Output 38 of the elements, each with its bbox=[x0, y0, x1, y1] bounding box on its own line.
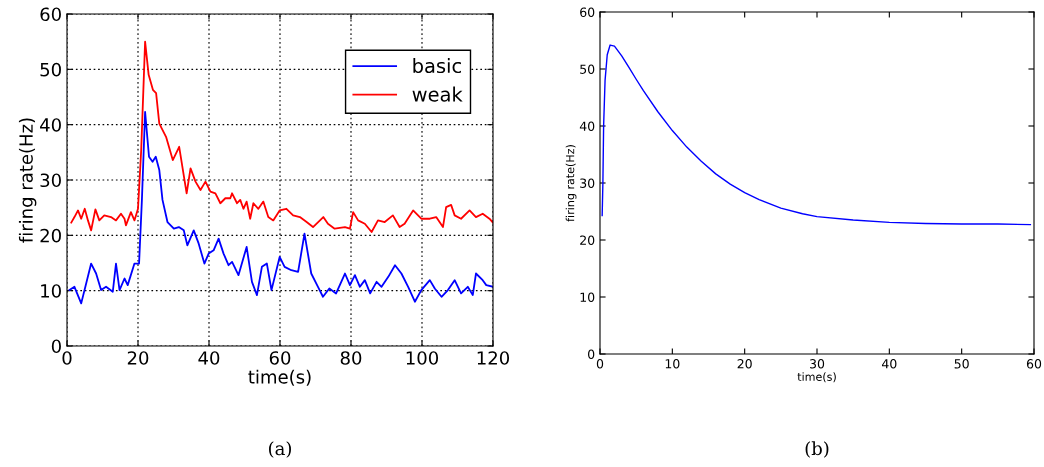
line-series bbox=[70, 40, 493, 233]
x-tick-label: 0 bbox=[596, 359, 604, 369]
y-tick-label: 50 bbox=[40, 62, 61, 77]
x-tick-label: 60 bbox=[1026, 359, 1042, 369]
x-tick-label: 50 bbox=[954, 359, 969, 369]
text: (a) bbox=[269, 441, 291, 458]
x-tick-label: 10 bbox=[665, 359, 680, 369]
y-tick-label: 30 bbox=[40, 173, 61, 188]
y-tick-label: 40 bbox=[579, 121, 595, 131]
line-series bbox=[601, 44, 1032, 226]
legend-label: basic bbox=[413, 58, 461, 74]
y-tick-label: 60 bbox=[580, 7, 595, 17]
text: (b) bbox=[805, 441, 829, 458]
line-series bbox=[68, 111, 493, 305]
y-tick-label: 20 bbox=[580, 235, 595, 245]
x-tick-label: 120 bbox=[477, 351, 510, 365]
y-tick-label: 20 bbox=[40, 228, 61, 243]
x-tick-label: 40 bbox=[881, 359, 897, 369]
x-tick-label: 0 bbox=[62, 351, 72, 365]
y-axis-title: firing rate(Hz) bbox=[18, 118, 37, 243]
y-tick-label: 40 bbox=[40, 118, 61, 132]
x-axis-title: time(s) bbox=[248, 369, 311, 386]
y-tick-label: 50 bbox=[580, 64, 595, 74]
y-axis-title: firing rate(Hz) bbox=[565, 145, 577, 222]
y-tick-label: 0 bbox=[51, 339, 61, 354]
x-axis-title: time(s) bbox=[797, 372, 836, 383]
x-tick-label: 80 bbox=[340, 351, 362, 365]
x-tick-label: 40 bbox=[198, 351, 220, 365]
x-tick-label: 20 bbox=[737, 359, 752, 369]
x-tick-label: 100 bbox=[406, 351, 439, 365]
y-tick-label: 60 bbox=[40, 7, 61, 22]
x-tick-label: 60 bbox=[269, 351, 291, 365]
y-tick-label: 30 bbox=[580, 178, 595, 188]
x-tick-label: 30 bbox=[810, 359, 825, 369]
y-tick-label: 10 bbox=[41, 284, 61, 298]
x-tick-label: 20 bbox=[127, 351, 149, 365]
y-tick-label: 10 bbox=[580, 292, 595, 302]
legend-label: weak bbox=[412, 86, 463, 102]
